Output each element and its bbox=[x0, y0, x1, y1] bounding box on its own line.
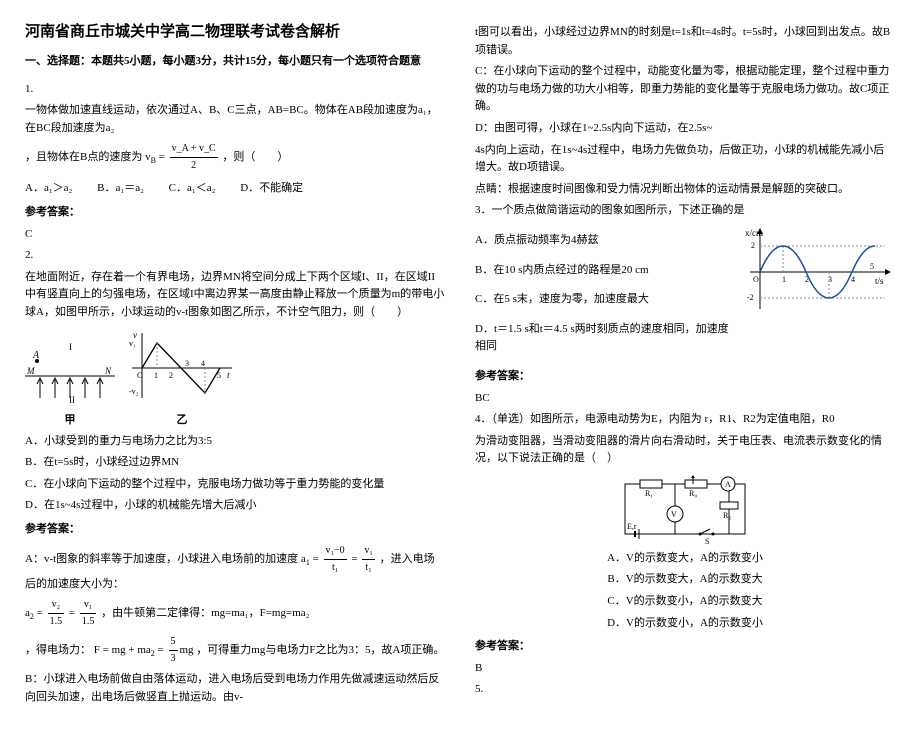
q3-sine-figure: x/cm t/s 2 -2 O 1 2 3 4 5 bbox=[745, 224, 895, 322]
q3-ans-label: 参考答案： bbox=[475, 368, 895, 386]
q4-stem2: 为滑动变阻器，当滑动变阻器的滑片向右滑动时，关于电压表、电流表示数变化的情况，以… bbox=[475, 433, 895, 468]
q1-optB: B．a₁＝a₂ bbox=[97, 180, 144, 198]
q2-fig-jia: A M N I II 甲 bbox=[25, 328, 115, 427]
q2b-l5: 点睛：根据速度时间图像和受力情况判断出物体的运动情景是解题的突破口。 bbox=[475, 181, 895, 199]
q1-options: A．a₁＞a₂ B．a₁＝a₂ C．a₁＜a₂ D．不能确定 bbox=[25, 180, 445, 198]
frac-num: v_A + v_C bbox=[170, 141, 218, 158]
svg-text:-2: -2 bbox=[747, 293, 754, 302]
q1-ans-label: 参考答案： bbox=[25, 204, 445, 222]
svg-text:4: 4 bbox=[851, 275, 855, 284]
fig1-label: 甲 bbox=[25, 411, 115, 427]
q2-expl1-text: A：v-t图象的斜率等于加速度，小球进入电场前的加速度 bbox=[25, 553, 298, 565]
sine-wave-icon: x/cm t/s 2 -2 O 1 2 3 4 5 bbox=[745, 224, 895, 319]
svg-text:1: 1 bbox=[782, 275, 786, 284]
svg-text:5: 5 bbox=[870, 262, 874, 271]
q1-optD: D．不能确定 bbox=[240, 180, 303, 198]
q4-optB: B．V的示数变大，A的示数变大 bbox=[475, 571, 895, 589]
fig2-label: 乙 bbox=[127, 411, 237, 427]
q2-expl5: ，可得重力mg与电场力F之比为3：5，故A项正确。 bbox=[196, 644, 444, 656]
q2-optA: A．小球受到的重力与电场力之比为3:5 bbox=[25, 433, 445, 451]
q3-ans: BC bbox=[475, 390, 895, 408]
svg-text:E,r: E,r bbox=[627, 522, 637, 531]
q2-optB: B．在t=5s时，小球经过边界MN bbox=[25, 454, 445, 472]
q2-body: 在地面附近，存在着一个有界电场，边界MN将空间分成上下两个区域I、II，在区域I… bbox=[25, 269, 445, 322]
q1-optC: C．a₁＜a₂ bbox=[169, 180, 216, 198]
q2b-l4: 4s内向上运动，在1s~4s过程中，电场力先做负功，后做正功，小球的机械能先减小… bbox=[475, 142, 895, 177]
section-1-head: 一、选择题：本题共5小题，每小题3分，共计15分，每小题只有一个选项符合题意 bbox=[25, 53, 445, 71]
q2-expl4: ，得电场力： bbox=[25, 644, 91, 656]
q1-body: 一物体做加速直线运动，依次通过A、B、C三点，AB=BC。物体在AB段加速度为a… bbox=[25, 102, 445, 137]
svg-text:1: 1 bbox=[154, 371, 158, 380]
q2-expl1: A：v-t图象的斜率等于加速度，小球进入电场前的加速度 a1 = v₁−0t₁ … bbox=[25, 543, 445, 594]
q4-stem: 4．（单选）如图所示，电源电动势为E，内阻为 r，R1、R2为定值电阻，R0 bbox=[475, 411, 895, 429]
q2b-l2: C：在小球向下运动的整个过程中，动能变化量为零，根据动能定理，整个过程中重力做的… bbox=[475, 63, 895, 116]
doc-title: 河南省商丘市城关中学高二物理联考试卷含解析 bbox=[25, 20, 445, 41]
svg-text:A: A bbox=[725, 480, 731, 489]
svg-text:M: M bbox=[26, 366, 35, 376]
q1-body3: ，则（ ） bbox=[222, 151, 288, 163]
q2-expl3: ，由牛顿第二定律得：mg=ma₁，F=mg=ma₂ bbox=[101, 607, 309, 619]
svg-text:-v₂: -v₂ bbox=[129, 387, 139, 396]
q3-optD: D．t＝1.5 s和t＝4.5 s两时刻质点的速度相同，加速度相同 bbox=[475, 321, 895, 356]
svg-text:O: O bbox=[753, 275, 759, 284]
svg-text:v₁: v₁ bbox=[129, 339, 136, 348]
q4-optC: C．V的示数变小，A的示数变大 bbox=[475, 593, 895, 611]
q1-ans: C bbox=[25, 226, 445, 244]
svg-text:3: 3 bbox=[185, 359, 189, 368]
vt-graph-icon: v t O v₁ -v₂ 1 2 3 4 5 bbox=[127, 328, 237, 408]
svg-text:I: I bbox=[69, 342, 72, 352]
svg-text:V: V bbox=[671, 510, 677, 519]
field-diagram-icon: A M N I II bbox=[25, 328, 115, 408]
svg-text:N: N bbox=[104, 366, 112, 376]
q2-expl3-line: a2 = v₂1.5 = v₁1.5 ，由牛顿第二定律得：mg=ma₁，F=mg… bbox=[25, 597, 445, 630]
q2-expl6: B：小球进入电场前做自由落体运动，进入电场后受到电场力作用先做减速运动然后反向回… bbox=[25, 671, 445, 706]
svg-text:O: O bbox=[137, 371, 143, 380]
q1-optA: A．a₁＞a₂ bbox=[25, 180, 72, 198]
q2-fig-yi: v t O v₁ -v₂ 1 2 3 4 5 乙 bbox=[127, 328, 237, 427]
q5-num: 5. bbox=[475, 681, 895, 699]
q1-body2: ，且物体在B点的速度为 vB = v_A + v_C 2 ，则（ ） bbox=[25, 141, 445, 174]
svg-text:R₂: R₂ bbox=[723, 511, 731, 520]
svg-text:S: S bbox=[705, 537, 709, 544]
svg-text:x/cm: x/cm bbox=[745, 228, 763, 238]
svg-text:R₁: R₁ bbox=[645, 489, 653, 498]
q2-optC: C．在小球向下运动的整个过程中，克服电场力做功等于重力势能的变化量 bbox=[25, 476, 445, 494]
q1-num: 1. bbox=[25, 81, 445, 99]
svg-text:R₀: R₀ bbox=[689, 489, 697, 498]
q1-fraction: v_A + v_C 2 bbox=[168, 141, 220, 174]
q4-ans: B bbox=[475, 660, 895, 678]
q2b-l3: D：由图可得，小球在1~2.5s内向下运动，在2.5s~ bbox=[475, 120, 895, 138]
svg-text:t: t bbox=[227, 370, 230, 380]
left-column: 河南省商丘市城关中学高二物理联考试卷含解析 一、选择题：本题共5小题，每小题3分… bbox=[25, 20, 445, 710]
q3-stem: 3．一个质点做简谐运动的图象如图所示，下述正确的是 bbox=[475, 202, 895, 220]
q4-optD: D．V的示数变小，A的示数变小 bbox=[475, 615, 895, 633]
q2b-l1: t图可以看出，小球经过边界MN的时刻是t=1s和t=4s时。t=5s时，小球回到… bbox=[475, 24, 895, 59]
svg-text:5: 5 bbox=[217, 371, 221, 380]
svg-text:t/s: t/s bbox=[875, 276, 884, 286]
q4-ans-label: 参考答案： bbox=[475, 638, 895, 656]
q4-optA: A．V的示数变大，A的示数变小 bbox=[475, 550, 895, 568]
circuit-diagram-icon: R₁ R₀ A R₂ V E,r S bbox=[615, 474, 755, 544]
q2-ans-label: 参考答案： bbox=[25, 521, 445, 539]
q2-figures: A M N I II 甲 v bbox=[25, 328, 445, 427]
q2-optD: D．在1s~4s过程中，小球的机械能先增大后减小 bbox=[25, 497, 445, 515]
q2-num: 2. bbox=[25, 247, 445, 265]
right-column: t图可以看出，小球经过边界MN的时刻是t=1s和t=4s时。t=5s时，小球回到… bbox=[475, 20, 895, 710]
frac-den: 2 bbox=[170, 158, 218, 174]
q1-body2-text: ，且物体在B点的速度为 bbox=[25, 151, 142, 163]
svg-text:2: 2 bbox=[169, 371, 173, 380]
svg-text:4: 4 bbox=[201, 359, 205, 368]
svg-text:2: 2 bbox=[751, 241, 755, 250]
